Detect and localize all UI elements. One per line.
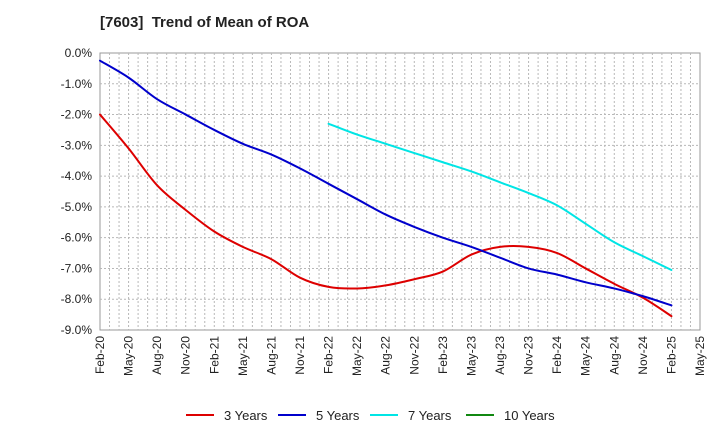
y-tick-label: -9.0%	[61, 323, 93, 337]
x-tick-label: Aug-24	[607, 336, 621, 375]
x-tick-label: Aug-23	[493, 336, 507, 375]
x-tick-label: Aug-22	[379, 336, 393, 375]
plot-area	[99, 52, 701, 331]
x-tick-label: Nov-22	[407, 336, 421, 375]
x-tick-label: May-21	[236, 336, 250, 376]
x-tick-label: May-22	[350, 336, 364, 376]
x-tick-label: Feb-23	[436, 336, 450, 374]
y-tick-label: -6.0%	[61, 231, 93, 245]
series-line-7-years	[327, 122, 673, 271]
x-tick-label: Nov-20	[179, 336, 193, 375]
x-tick-label: Aug-20	[150, 336, 164, 375]
x-tick-label: Aug-21	[264, 336, 278, 375]
legend-label-7-years: 7 Years	[408, 408, 452, 423]
legend-label-3-years: 3 Years	[224, 408, 268, 423]
x-tick-label: Nov-24	[636, 336, 650, 375]
y-tick-label: -3.0%	[61, 138, 93, 152]
y-tick-label: 0.0%	[65, 46, 93, 60]
x-tick-label: Feb-20	[93, 336, 107, 374]
series-line-5-years	[99, 59, 673, 307]
x-tick-label: May-20	[122, 336, 136, 376]
x-tick-label: Nov-21	[293, 336, 307, 375]
y-tick-label: -4.0%	[61, 169, 93, 183]
x-tick-label: Nov-23	[522, 336, 536, 375]
series-line-3-years	[99, 113, 673, 318]
x-tick-label: May-24	[579, 336, 593, 376]
y-tick-label: -8.0%	[61, 292, 93, 306]
y-tick-label: -1.0%	[61, 77, 93, 91]
x-tick-label: May-25	[693, 336, 707, 376]
legend-label-5-years: 5 Years	[316, 408, 360, 423]
x-tick-label: Feb-25	[664, 336, 678, 374]
x-tick-label: May-23	[464, 336, 478, 376]
legend-label-10-years: 10 Years	[504, 408, 555, 423]
x-tick-label: Feb-24	[550, 336, 564, 374]
y-tick-label: -2.0%	[61, 108, 93, 122]
x-tick-label: Feb-21	[207, 336, 221, 374]
y-tick-label: -7.0%	[61, 261, 93, 275]
chart-title: [7603] Trend of Mean of ROA	[100, 14, 310, 31]
y-tick-label: -5.0%	[61, 200, 93, 214]
x-tick-label: Feb-22	[322, 336, 336, 374]
